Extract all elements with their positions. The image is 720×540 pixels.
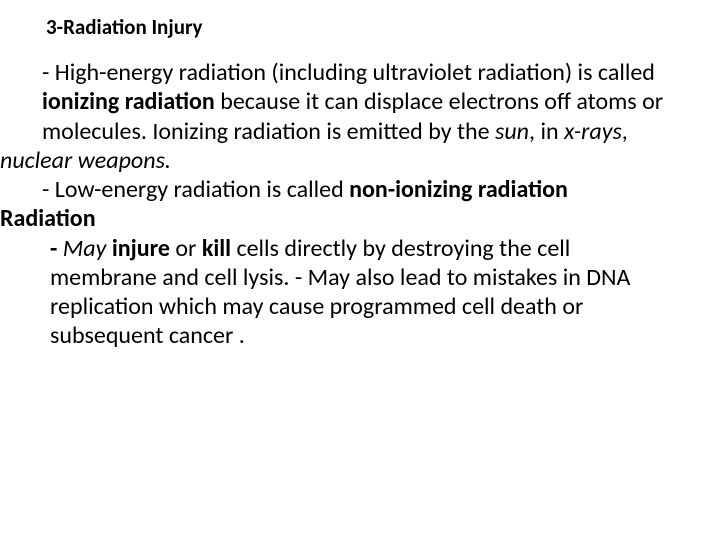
term-nonionizing: non-ionizing radiation <box>349 175 568 204</box>
p1-c2: , <box>622 117 628 146</box>
section-title: 3-Radiation Injury <box>46 14 720 40</box>
term-ionizing: ionizing radiation <box>42 87 215 116</box>
p1-lead: - High-energy radiation (including ultra… <box>42 58 655 87</box>
paragraph-ionizing: - High-energy radiation (including ultra… <box>42 58 680 146</box>
p3-dash: - <box>50 234 63 263</box>
paragraph-nonionizing: - Low-energy radiation is called non-ion… <box>42 175 680 204</box>
p3-may: May <box>63 234 107 263</box>
p1-c1: , in <box>529 117 564 146</box>
term-kill: kill <box>202 234 231 263</box>
body-text: - High-energy radiation (including ultra… <box>0 58 720 351</box>
p2-lead: - Low-energy radiation is called <box>42 175 349 204</box>
emitter-nuclear: nuclear weapons. <box>0 146 680 175</box>
slide: 3-Radiation Injury - High-energy radiati… <box>0 0 720 540</box>
emitter-sun: sun <box>495 117 529 146</box>
subheading-radiation: Radiation <box>0 204 680 233</box>
emitter-xrays: x-rays <box>564 117 622 146</box>
term-injure: injure <box>112 234 170 263</box>
paragraph-effects: - May injure or kill cells directly by d… <box>50 234 680 351</box>
p3-r2: or <box>170 234 202 263</box>
